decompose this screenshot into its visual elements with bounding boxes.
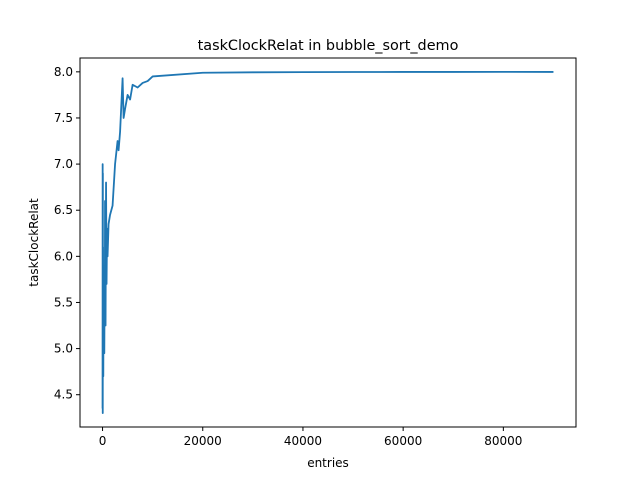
y-axis-label: taskClockRelat [27, 198, 41, 287]
x-tick-label: 40000 [284, 434, 322, 448]
y-tick-label: 6.5 [54, 203, 73, 217]
x-tick-label: 60000 [384, 434, 422, 448]
y-tick-label: 8.0 [54, 65, 73, 79]
x-tick-label: 0 [99, 434, 107, 448]
series-layer [101, 70, 554, 415]
series-line-0 [101, 70, 554, 415]
y-tick-label: 7.5 [54, 111, 73, 125]
x-tick-label: 20000 [184, 434, 222, 448]
x-axis-label: entries [307, 456, 349, 470]
y-tick-label: 5.0 [54, 342, 73, 356]
y-tick-label: 4.5 [54, 388, 73, 402]
y-tick-label: 5.5 [54, 295, 73, 309]
y-tick-label: 6.0 [54, 249, 73, 263]
x-tick-label: 80000 [484, 434, 522, 448]
x-axis-ticks: 0 20000 40000 60000 80000 [99, 427, 522, 448]
y-tick-label: 7.0 [54, 157, 73, 171]
chart-title: taskClockRelat in bubble_sort_demo [198, 38, 459, 54]
y-axis-ticks: 4.5 5.0 5.5 6.0 6.5 7.0 7.5 8.0 [54, 65, 80, 402]
plot-frame [79, 57, 577, 428]
